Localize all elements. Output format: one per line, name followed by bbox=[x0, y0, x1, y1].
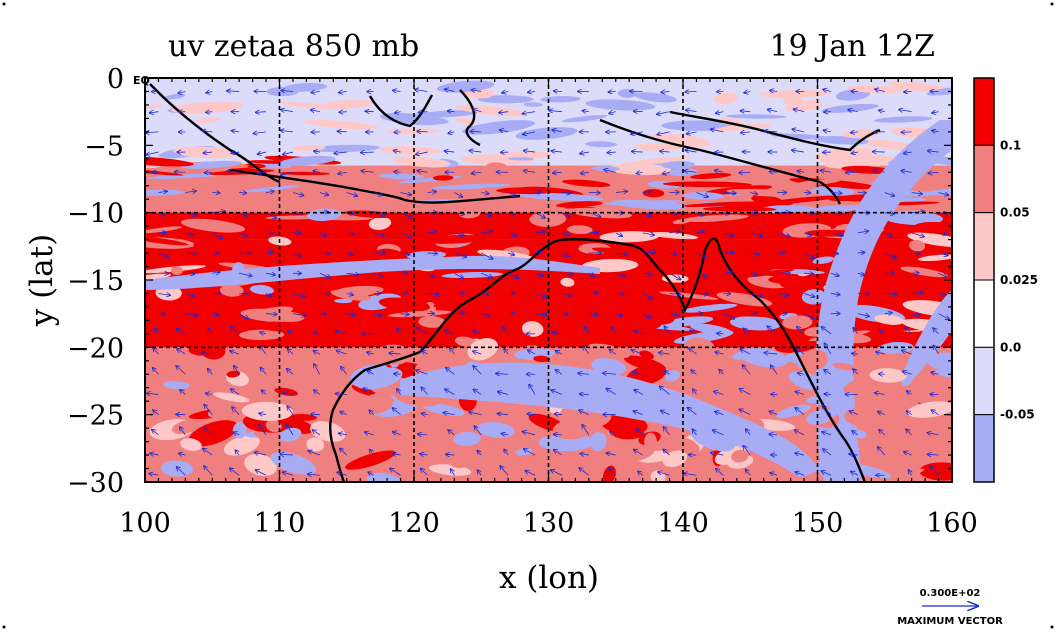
x-tick-label: 160 bbox=[926, 508, 978, 539]
x-tick-labels: 100 110 120 130 140 150 160 bbox=[119, 508, 978, 539]
vorticity-cell bbox=[856, 377, 870, 396]
x-tick-label: 120 bbox=[388, 508, 440, 539]
corner-dot bbox=[3, 3, 6, 6]
y-axis-label: y (lat) bbox=[24, 234, 60, 327]
vorticity-field bbox=[106, 78, 976, 493]
colorbar-label: -0.05 bbox=[1000, 408, 1035, 422]
max-vector-legend: 0.300E+02 MAXIMUM VECTOR bbox=[897, 588, 1003, 627]
chart-subtitle: 19 Jan 12Z bbox=[770, 29, 936, 64]
wind-vector bbox=[554, 434, 562, 435]
x-axis-label: x (lon) bbox=[499, 560, 599, 596]
wind-vector bbox=[394, 374, 401, 375]
chart-title: uv zetaa 850 mb bbox=[168, 29, 419, 64]
colorbar-label: 0.05 bbox=[1000, 206, 1030, 220]
max-vector-value: 0.300E+02 bbox=[920, 588, 981, 599]
x-tick-label: 140 bbox=[657, 508, 709, 539]
equator-label: EQ bbox=[133, 74, 150, 87]
colorbar-label: 0.0 bbox=[1000, 340, 1021, 354]
wind-vector bbox=[212, 253, 218, 254]
colorbar-segment bbox=[974, 213, 994, 280]
y-tick-label: −30 bbox=[67, 468, 124, 499]
colorbar-segment bbox=[974, 415, 994, 482]
y-tick-label: −15 bbox=[67, 266, 124, 297]
colorbar-label: 0.1 bbox=[1000, 138, 1021, 152]
y-tick-label: 0 bbox=[107, 64, 124, 95]
wind-vector bbox=[394, 132, 400, 133]
colorbar-segment bbox=[974, 78, 994, 145]
colorbar: 0.1 0.05 0.025 0.0 -0.05 bbox=[974, 78, 1038, 482]
wind-vector bbox=[852, 353, 858, 354]
corner-dot bbox=[3, 626, 6, 629]
colorbar-segment bbox=[974, 145, 994, 212]
wind-vector bbox=[535, 192, 541, 193]
y-tick-label: −20 bbox=[67, 333, 124, 364]
colorbar-label: 0.025 bbox=[1000, 273, 1038, 287]
wind-vector bbox=[616, 293, 624, 294]
colorbar-segment bbox=[974, 347, 994, 414]
y-tick-label: −5 bbox=[84, 131, 124, 162]
wind-vector bbox=[239, 192, 246, 193]
max-vector-caption: MAXIMUM VECTOR bbox=[897, 616, 1003, 627]
vorticity-cell bbox=[644, 433, 657, 452]
colorbar-segment bbox=[974, 280, 994, 347]
x-tick-label: 100 bbox=[119, 508, 171, 539]
vorticity-cell bbox=[612, 426, 644, 439]
y-tick-label: −25 bbox=[67, 401, 124, 432]
corner-dot bbox=[1051, 626, 1054, 629]
vorticity-cell bbox=[227, 212, 239, 223]
x-tick-label: 110 bbox=[254, 508, 306, 539]
wind-vector bbox=[417, 131, 427, 132]
corner-dot bbox=[1051, 3, 1054, 6]
x-tick-label: 150 bbox=[792, 508, 844, 539]
y-tick-label: −10 bbox=[67, 199, 124, 230]
wind-vector bbox=[361, 152, 374, 153]
wind-vector bbox=[739, 172, 750, 173]
x-tick-label: 130 bbox=[523, 508, 575, 539]
wind-vector bbox=[901, 132, 911, 133]
y-tick-labels: 0 −5 −10 −15 −20 −25 −30 bbox=[67, 64, 124, 499]
